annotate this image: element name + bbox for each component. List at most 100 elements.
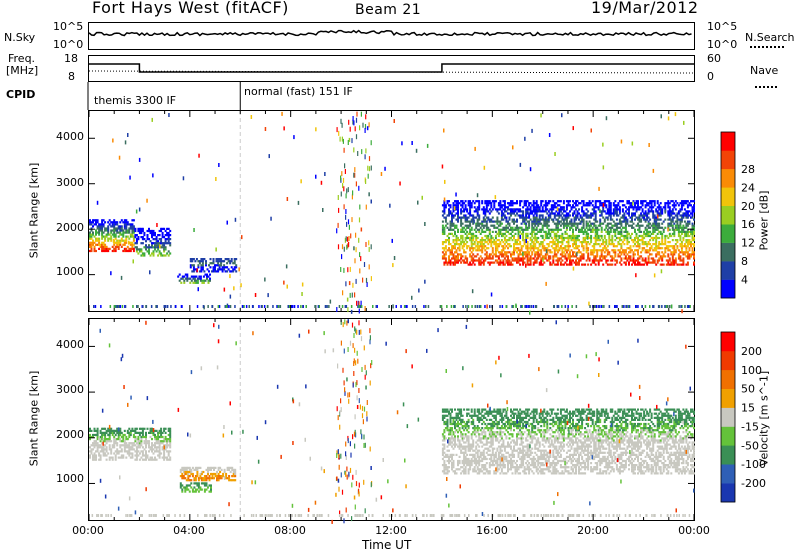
echo-cell: [111, 431, 114, 434]
echo-cell: [449, 427, 452, 430]
echo-cell: [540, 263, 543, 266]
echo-cell: [615, 204, 618, 207]
echo-cell: [488, 257, 491, 260]
echo-cell: [463, 470, 466, 473]
echo-cell: [552, 208, 555, 211]
echo-cell: [105, 235, 108, 238]
echo-cell: [487, 243, 490, 246]
echo-cell: [567, 245, 570, 248]
noise-cell: [322, 208, 324, 212]
echo-cell: [457, 431, 459, 434]
echo-cell: [141, 242, 144, 245]
echo-cell: [612, 210, 615, 213]
noise-cell: [455, 192, 457, 197]
echo-cell: [686, 241, 689, 244]
echo-cell: [441, 220, 444, 223]
echo-cell: [134, 454, 137, 457]
echo-cell: [122, 221, 125, 224]
echo-cell: [513, 218, 515, 221]
echo-cell: [665, 245, 668, 248]
echo-cell: [496, 220, 499, 223]
echo-cell: [565, 206, 568, 209]
noise-cell: [300, 179, 302, 184]
near-range-cell: [627, 305, 630, 308]
echo-cell: [443, 263, 446, 266]
echo-cell: [559, 236, 562, 240]
echo-cell: [693, 253, 695, 256]
echo-cell: [596, 200, 599, 203]
echo-cell: [205, 475, 208, 478]
echo-cell: [693, 226, 695, 229]
near-range-cell: [202, 305, 205, 308]
echo-cell: [667, 253, 670, 256]
echo-cell: [441, 232, 444, 235]
echo-cell: [511, 239, 514, 242]
echo-cell: [573, 243, 576, 246]
echo-cell: [448, 410, 450, 413]
echo-cell: [487, 210, 490, 213]
echo-cell: [632, 239, 635, 242]
echo-cell: [455, 243, 458, 246]
echo-cell: [205, 484, 208, 487]
echo-cell: [664, 218, 667, 221]
echo-cell: [562, 255, 565, 258]
noise-cell: [602, 165, 605, 170]
echo-cell: [114, 235, 117, 238]
echo-cell: [674, 249, 677, 252]
echo-cell: [508, 245, 511, 248]
echo-cell: [469, 247, 472, 250]
echo-cell: [549, 232, 552, 235]
echo-cell: [617, 253, 620, 256]
echo-cell: [120, 450, 123, 453]
noise-cell: [632, 201, 634, 206]
echo-cell: [199, 275, 202, 278]
echo-cell: [472, 247, 475, 250]
echo-cell: [540, 241, 543, 244]
echo-cell: [215, 264, 218, 267]
nsky-series-line: [88, 29, 692, 37]
echo-cell: [614, 253, 617, 256]
echo-cell: [597, 259, 600, 262]
echo-cell: [485, 216, 488, 219]
echo-cell: [528, 259, 531, 262]
echo-cell: [686, 212, 689, 215]
echo-cell: [182, 475, 185, 478]
echo-cell: [446, 234, 449, 238]
echo-cell: [526, 247, 529, 250]
near-range-cell: [132, 305, 134, 308]
echo-cell: [538, 245, 541, 248]
echo-cell: [487, 226, 490, 229]
echo-cell: [93, 454, 96, 457]
echo-cell: [466, 220, 469, 223]
echo-cell: [609, 208, 612, 211]
echo-cell: [464, 216, 467, 219]
echo-cell: [219, 466, 222, 469]
echo-cell: [481, 243, 484, 246]
echo-cell: [685, 210, 688, 213]
echo-cell: [532, 261, 535, 264]
echo-cell: [637, 208, 639, 211]
echo-cell: [665, 259, 668, 262]
noise-cell: [667, 116, 670, 121]
echo-cell: [611, 226, 614, 229]
echo-cell: [493, 220, 496, 223]
echo-cell: [647, 259, 650, 262]
echo-cell: [516, 243, 518, 246]
echo-cell: [635, 245, 638, 248]
echo-cell: [526, 210, 529, 213]
echo-cell: [617, 230, 620, 233]
x-axis-label: Time UT: [362, 538, 412, 552]
echo-cell: [531, 222, 534, 225]
echo-cell: [614, 204, 617, 207]
near-range-cell: [145, 305, 147, 308]
echo-cell: [145, 454, 147, 457]
near-range-cell: [453, 305, 455, 308]
echo-cell: [169, 435, 172, 439]
echo-cell: [128, 247, 131, 250]
echo-cell: [612, 257, 615, 260]
echo-cell: [661, 257, 664, 260]
echo-cell: [469, 210, 472, 213]
echo-cell: [608, 230, 611, 233]
echo-cell: [131, 241, 134, 244]
echo-cell: [624, 224, 627, 227]
